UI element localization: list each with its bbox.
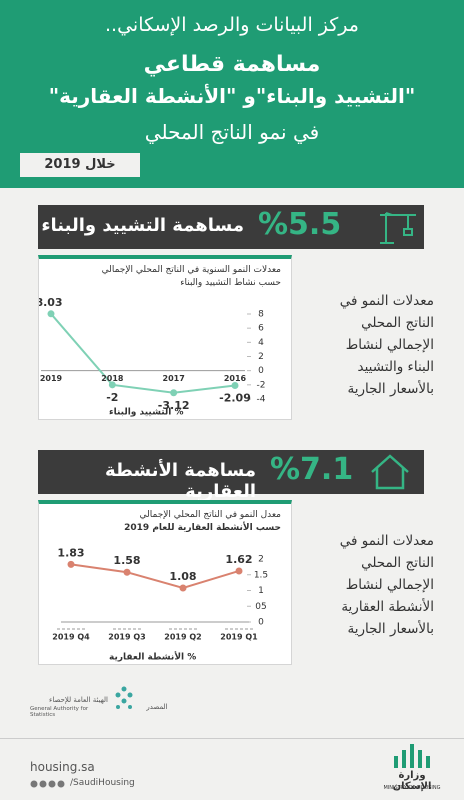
x-tick-label: 2019 Q2 bbox=[164, 633, 201, 642]
data-label: 1.08 bbox=[169, 570, 196, 583]
x-tick-label: 2019 Q3 bbox=[108, 633, 145, 642]
data-point bbox=[123, 568, 131, 576]
data-point bbox=[108, 381, 116, 389]
y-tick-label: 2 bbox=[258, 352, 264, 362]
y-tick-label: 1 bbox=[258, 586, 264, 596]
description-line: الناتج المحلي bbox=[361, 315, 434, 331]
social-handle: /SaudiHousing bbox=[70, 778, 135, 788]
divider bbox=[0, 738, 464, 739]
description-line: الإجمالي لنشاط bbox=[345, 577, 434, 593]
x-tick-label: 2019 Q4 bbox=[52, 633, 90, 642]
data-label: -2 bbox=[106, 391, 118, 404]
x-tick-label: 2018 bbox=[101, 374, 124, 383]
y-tick-label: -2 bbox=[257, 380, 266, 390]
y-axis-label: % الأنشطة العقارية bbox=[109, 651, 196, 663]
percent: %7.1 bbox=[270, 452, 354, 487]
description: معدلات النمو في الناتج المحلي الإجمالي ل… bbox=[294, 290, 434, 400]
description-line: بالأسعار الجارية bbox=[347, 621, 434, 637]
chart-box: معدل النمو في الناتج المحلي الإجمالي حسب… bbox=[38, 500, 292, 665]
y-tick-label: 0 bbox=[258, 618, 264, 628]
chart-title: معدلات النمو السنوية في الناتج المحلي ال… bbox=[101, 265, 281, 275]
x-tick-label: 2019 bbox=[40, 374, 63, 383]
period-badge: خلال 2019 bbox=[20, 153, 140, 177]
percent: %5.5 bbox=[258, 207, 342, 242]
data-point bbox=[231, 381, 239, 389]
data-line bbox=[70, 563, 240, 590]
data-point bbox=[170, 389, 178, 397]
x-tick-label: 2019 Q1 bbox=[220, 633, 258, 642]
house-icon bbox=[371, 454, 409, 490]
data-line bbox=[50, 313, 236, 394]
section-heading: مساهمة الأنشطة العقارية bbox=[104, 460, 256, 502]
header-subtitle: مركز البيانات والرصد الإسكاني.. bbox=[105, 14, 359, 36]
data-label: 1.83 bbox=[57, 546, 84, 559]
y-tick-label: -4 bbox=[257, 395, 266, 405]
data-point bbox=[235, 567, 243, 575]
x-tick-label: 2016 bbox=[224, 374, 247, 383]
data-point bbox=[67, 560, 75, 568]
header-title: في نمو الناتج المحلي bbox=[144, 120, 320, 144]
ministry-name: وزارة الإسكان bbox=[392, 770, 432, 792]
header-title: مساهمة قطاعي bbox=[143, 52, 321, 77]
data-label: -2.09 bbox=[219, 391, 251, 404]
description-line: البناء والتشييد bbox=[357, 359, 435, 375]
section-banner: %7.1 مساهمة الأنشطة العقارية bbox=[38, 450, 424, 502]
header: مركز البيانات والرصد الإسكاني.. مساهمة ق… bbox=[0, 0, 464, 188]
crane-icon bbox=[380, 212, 416, 244]
y-tick-label: 1.5 bbox=[254, 570, 268, 580]
y-tick-label: 8 bbox=[258, 310, 264, 320]
y-tick-label: 0 bbox=[258, 366, 264, 376]
source-label: المصدر bbox=[146, 703, 168, 711]
data-point bbox=[179, 584, 187, 592]
ministry-logo bbox=[394, 744, 430, 768]
description-line: الأنشطة العقارية bbox=[341, 599, 434, 615]
description: معدلات النمو في الناتج المحلي الإجمالي ل… bbox=[294, 530, 434, 640]
website: housing.sa bbox=[30, 760, 95, 774]
section-banner: %5.5 مساهمة التشييد والبناء bbox=[38, 205, 424, 249]
y-axis-label: % التشييد والبناء bbox=[109, 408, 184, 418]
chart-subtitle: حسب الأنشطة العقارية للعام 2019 bbox=[124, 523, 281, 533]
section-heading: مساهمة التشييد والبناء bbox=[41, 215, 244, 236]
data-label: 1.58 bbox=[113, 554, 140, 567]
x-tick-label: 2017 bbox=[163, 374, 185, 383]
agency-name: الهيئة العامة للإحصاء bbox=[49, 696, 108, 704]
data-point bbox=[47, 310, 55, 318]
y-tick-label: 2 bbox=[258, 555, 264, 565]
data-label: 8.03 bbox=[39, 296, 63, 309]
description-line: بالأسعار الجارية bbox=[347, 381, 434, 397]
y-tick-label: 4 bbox=[258, 338, 264, 348]
description-line: الناتج المحلي bbox=[361, 555, 434, 571]
description-line: الإجمالي لنشاط bbox=[345, 337, 434, 353]
data-label: -3.12 bbox=[158, 399, 190, 412]
data-label: 1.62 bbox=[225, 553, 252, 566]
y-tick-label: 6 bbox=[258, 324, 264, 334]
chart: 8 6 4 2 0 -2 -4 2019 8.03 2018 -2 2017 -3.12 2016 -2.0… bbox=[39, 296, 266, 418]
description-line: معدلات النمو في bbox=[339, 533, 434, 549]
header-title: "التشييد والبناء"و "الأنشطة العقارية" bbox=[48, 84, 416, 108]
agency-name-en: General Authority for Statistics bbox=[30, 706, 89, 718]
social-icons bbox=[30, 780, 65, 788]
chart-box: معدلات النمو السنوية في الناتج المحلي ال… bbox=[38, 255, 292, 420]
chart: 2 1.5 1 05 0 2019 Q4 1.83 2019 Q3 1.58 2019 Q2 1.0… bbox=[52, 546, 268, 663]
ministry-name-en: MINISTRY OF HOUSING bbox=[383, 785, 441, 791]
chart-subtitle: حسب نشاط التشييد والبناء bbox=[180, 278, 281, 288]
gastat-logo bbox=[115, 686, 133, 709]
description-line: معدلات النمو في bbox=[339, 293, 434, 309]
chart-title: معدل النمو في الناتج المحلي الإجمالي bbox=[139, 510, 281, 520]
y-tick-label: 05 bbox=[255, 602, 266, 612]
